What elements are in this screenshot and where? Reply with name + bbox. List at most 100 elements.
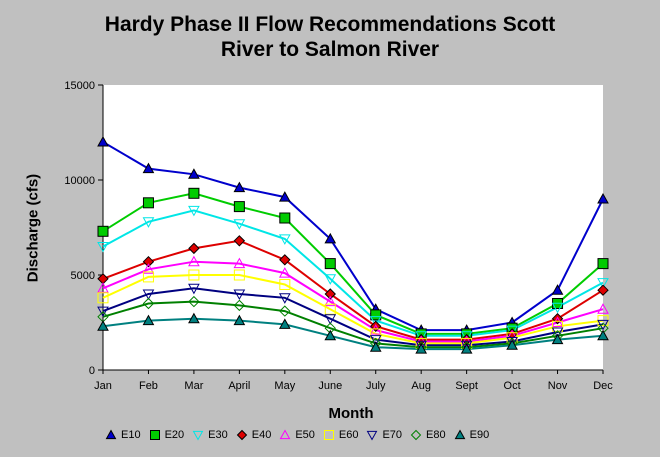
data-point-e40 (142, 255, 155, 268)
data-point-e30 (233, 219, 246, 230)
data-point-e20 (142, 197, 154, 209)
legend-marker-e30 (192, 430, 204, 441)
data-point-e50 (142, 263, 155, 274)
chart-title-line-1: Hardy Phase II Flow Recommendations Scot… (104, 13, 556, 36)
x-tick-label: Dec (593, 380, 613, 392)
data-point-e70 (97, 306, 109, 318)
data-point-e30 (597, 278, 609, 289)
legend-item-e70: E70 (366, 429, 402, 441)
x-tick-label: Nov (548, 380, 568, 392)
data-point-e90 (188, 312, 200, 324)
legend-item-e50: E50 (279, 429, 315, 441)
data-point-e10 (233, 181, 246, 193)
data-point-e20 (324, 258, 336, 270)
legend-label: E10 (121, 429, 141, 441)
data-point-e50 (369, 324, 382, 335)
legend-marker-shape (367, 430, 378, 441)
legend-label: E90 (469, 429, 490, 441)
data-point-e50 (188, 255, 200, 267)
x-tick-label: June (318, 380, 342, 392)
plot-area (103, 85, 603, 370)
data-point-e80 (233, 299, 246, 312)
data-point-e90 (551, 333, 564, 345)
data-point-e10 (278, 191, 291, 202)
data-point-e20 (279, 212, 291, 224)
legend-item-e10: E10 (105, 429, 141, 441)
data-point-e20 (370, 309, 382, 321)
x-tick-label: Feb (139, 380, 158, 392)
legend-item-e20: E20 (149, 429, 184, 441)
y-tick-label: 10000 (64, 175, 95, 187)
chart-title-line-2: River to Salmon River (220, 38, 440, 61)
series-line-e20 (102, 192, 604, 335)
data-point-e90 (233, 314, 246, 326)
legend-item-e90: E90 (454, 429, 490, 441)
x-tick-label: Aug (411, 380, 431, 392)
data-point-e70 (233, 289, 246, 301)
data-point-e40 (279, 254, 291, 266)
legend-marker-shape (410, 429, 422, 441)
data-point-e30 (278, 234, 291, 245)
data-point-e20 (597, 258, 609, 270)
legend-marker-shape (454, 429, 465, 440)
legend-label: E60 (338, 429, 359, 441)
data-point-e70 (324, 314, 337, 325)
series-line-e40 (102, 239, 604, 341)
data-point-e40 (324, 288, 336, 300)
legend: E10 E20 E30 E40 E50 E60 E70 E80 E90 (105, 428, 497, 442)
x-tick-label: Sept (455, 380, 478, 392)
data-point-e10 (551, 284, 564, 295)
data-point-e30 (97, 242, 109, 253)
data-point-e30 (369, 316, 382, 327)
series-line-e50 (102, 260, 604, 343)
legend-marker-e80 (410, 429, 422, 441)
data-point-e10 (97, 135, 109, 147)
data-point-e10 (188, 168, 200, 179)
legend-item-e80: E80 (410, 429, 446, 441)
data-point-e90 (97, 320, 109, 331)
legend-label: E50 (295, 429, 315, 441)
data-point-e40 (233, 235, 246, 247)
data-point-e70 (369, 335, 382, 346)
x-tick-label: Oct (504, 380, 521, 392)
data-point-e60 (233, 269, 245, 281)
data-point-e10 (142, 162, 155, 174)
data-point-e30 (188, 205, 200, 217)
legend-label: E40 (251, 429, 272, 441)
data-point-e70 (142, 289, 155, 301)
data-point-e90 (506, 339, 518, 350)
x-tick-label: April (228, 380, 250, 392)
data-point-e20 (188, 187, 200, 199)
x-tick-label: May (274, 380, 295, 392)
series-line-e90 (102, 317, 604, 351)
data-point-e90 (278, 318, 291, 329)
legend-label: E30 (208, 429, 228, 441)
legend-marker-e60 (323, 430, 334, 440)
data-point-e70 (278, 293, 291, 304)
data-point-e40 (597, 284, 609, 296)
series-line-e80 (102, 300, 604, 349)
data-point-e90 (142, 314, 155, 326)
y-axis-label: Discharge (cfs) (24, 173, 42, 283)
x-tick-label: Jan (94, 380, 112, 392)
y-tick-label: 0 (89, 365, 95, 377)
x-axis-label: Month (328, 405, 374, 422)
series-line-e60 (102, 274, 604, 345)
y-tick-label: 15000 (64, 80, 95, 92)
data-point-e90 (369, 341, 382, 352)
legend-label: E70 (382, 429, 403, 441)
x-tick-label: July (366, 380, 386, 392)
data-point-e80 (279, 305, 291, 317)
legend-marker-e50 (279, 429, 291, 440)
series-line-e70 (102, 287, 604, 347)
data-point-e20 (97, 225, 109, 237)
data-point-e70 (506, 337, 518, 348)
legend-marker-shape (323, 430, 334, 440)
data-point-e80 (142, 297, 155, 310)
data-point-e30 (460, 331, 473, 342)
data-point-e90 (597, 329, 609, 341)
chart-title: Hardy Phase II Flow Recommendations Scot… (0, 12, 660, 62)
data-point-e50 (551, 316, 564, 327)
data-point-e30 (142, 217, 155, 228)
series-line-e10 (102, 141, 604, 332)
